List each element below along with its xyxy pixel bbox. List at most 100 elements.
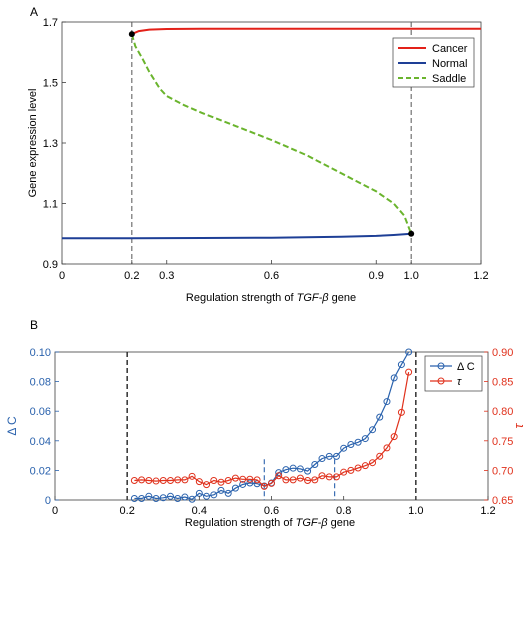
panel-a-y-axis-title: Gene expression level bbox=[27, 89, 39, 198]
series-line-tau bbox=[134, 371, 410, 488]
panel-a-chart: A 0 0.2 0.3 0.6 0.9 1.0 1.2 0.9 1.1 1.3 1.5 1.7 Re… bbox=[27, 5, 489, 304]
panel-b-left-y-axis-title: Δ C bbox=[5, 416, 19, 436]
data-point-delta-c bbox=[152, 495, 160, 503]
y-tick-label: 1.7 bbox=[43, 17, 58, 29]
data-point-tau bbox=[397, 408, 405, 416]
y-tick-label: 1.3 bbox=[43, 138, 58, 150]
x-tick-label: 0.4 bbox=[192, 505, 207, 517]
panel-a-x-ticks: 0 0.2 0.3 0.6 0.9 1.0 1.2 bbox=[59, 260, 489, 282]
data-point-tau bbox=[296, 474, 304, 482]
panel-b-right-y-axis-title: τ bbox=[511, 422, 526, 428]
x-tick-label: 0.8 bbox=[336, 505, 351, 517]
data-point-tau bbox=[210, 476, 218, 484]
data-point-tau bbox=[181, 476, 189, 484]
left-y-tick-label: 0 bbox=[45, 495, 51, 507]
data-point-tau bbox=[138, 476, 146, 484]
data-point-delta-c bbox=[159, 494, 167, 502]
panel-b-right-y-ticks: 0.65 0.70 0.75 0.80 0.85 0.90 bbox=[484, 347, 513, 507]
x-tick-label: 0.2 bbox=[120, 505, 135, 517]
data-point-tau bbox=[195, 478, 203, 486]
data-point-delta-c bbox=[138, 495, 146, 503]
data-point-tau bbox=[246, 475, 254, 483]
data-point-delta-c bbox=[383, 398, 391, 406]
panel-a-bifurcation-points bbox=[128, 31, 415, 237]
left-y-tick-label: 0.06 bbox=[30, 406, 51, 418]
x-tick-label: 0.9 bbox=[369, 270, 384, 282]
data-point-delta-c bbox=[304, 467, 312, 475]
data-point-delta-c bbox=[369, 426, 377, 434]
y-tick-label: 0.9 bbox=[43, 259, 58, 271]
data-point-tau bbox=[217, 478, 225, 486]
data-point-tau bbox=[318, 472, 326, 480]
data-point-delta-c bbox=[181, 493, 189, 501]
data-point-delta-c bbox=[318, 455, 326, 463]
right-y-tick-label: 0.65 bbox=[492, 495, 513, 507]
data-point-tau bbox=[304, 476, 312, 484]
data-point-delta-c bbox=[282, 466, 290, 474]
data-point-delta-c bbox=[246, 479, 254, 487]
series-line-saddle bbox=[130, 33, 413, 235]
data-point-delta-c bbox=[203, 492, 211, 500]
legend-label-delta-c: Δ C bbox=[457, 361, 475, 373]
panel-b-left-y-ticks: 0 0.02 0.04 0.06 0.08 0.10 bbox=[30, 347, 59, 507]
x-tick-label: 0.2 bbox=[124, 270, 139, 282]
right-y-tick-label: 0.70 bbox=[492, 465, 513, 477]
panel-a-legend: Cancer Normal Saddle bbox=[392, 37, 475, 88]
data-point-delta-c bbox=[361, 435, 369, 443]
x-tick-label: 1.0 bbox=[404, 270, 419, 282]
data-point-delta-c bbox=[217, 486, 225, 494]
x-tick-label: 0.3 bbox=[159, 270, 174, 282]
data-point-tau bbox=[159, 476, 167, 484]
panel-a-series bbox=[62, 27, 481, 240]
data-point-tau bbox=[325, 473, 333, 481]
data-point-delta-c bbox=[130, 495, 138, 503]
data-point-tau bbox=[174, 476, 182, 484]
legend-marker-tau bbox=[437, 377, 445, 385]
data-point-tau bbox=[231, 474, 239, 482]
legend-label-normal: Normal bbox=[432, 58, 467, 70]
panel-b-x-axis-title: Regulation strength of TGF-β gene bbox=[185, 517, 355, 529]
data-point-tau bbox=[145, 476, 153, 484]
data-point-delta-c bbox=[210, 491, 218, 499]
x-tick-label: 0 bbox=[59, 270, 65, 282]
right-y-tick-label: 0.80 bbox=[492, 406, 513, 418]
series-line-normal bbox=[62, 232, 412, 240]
panel-a-y-ticks: 0.9 1.1 1.3 1.5 1.7 bbox=[43, 17, 66, 271]
data-point-delta-c bbox=[332, 452, 340, 460]
data-point-tau bbox=[369, 459, 377, 467]
bifurcation-point-0 bbox=[128, 31, 135, 38]
data-point-tau bbox=[390, 433, 398, 441]
data-point-tau bbox=[260, 482, 268, 490]
data-point-delta-c bbox=[390, 374, 398, 382]
panel-b-series bbox=[130, 348, 413, 503]
data-point-delta-c bbox=[188, 495, 196, 503]
panel-b-chart: B 0 0.2 0.4 0.6 0.8 1.0 1.2 00.020.040.060.080… bbox=[5, 318, 526, 529]
data-point-tau bbox=[188, 472, 196, 480]
panel-b-x-ticks: 0 0.2 0.4 0.6 0.8 1.0 1.2 bbox=[52, 496, 496, 517]
data-point-tau bbox=[203, 481, 211, 489]
data-point-delta-c bbox=[145, 492, 153, 500]
data-point-tau bbox=[347, 466, 355, 474]
data-point-tau bbox=[282, 476, 290, 484]
panel-b-plot-area bbox=[54, 351, 489, 501]
x-tick-label: 0 bbox=[52, 505, 58, 517]
data-point-delta-c bbox=[253, 480, 261, 488]
data-point-tau bbox=[289, 476, 297, 484]
x-tick-label: 0.6 bbox=[264, 505, 279, 517]
data-point-delta-c bbox=[224, 489, 232, 497]
data-point-delta-c bbox=[231, 484, 239, 492]
legend-marker-delta-c bbox=[437, 362, 445, 370]
panel-a-x-axis-title: Regulation strength of TGF-β gene bbox=[186, 292, 356, 304]
data-point-delta-c bbox=[166, 492, 174, 500]
panel-a-label: A bbox=[30, 5, 38, 19]
data-point-delta-c bbox=[311, 460, 319, 468]
right-y-tick-label: 0.90 bbox=[492, 347, 513, 359]
right-y-tick-label: 0.85 bbox=[492, 377, 513, 389]
data-point-tau bbox=[332, 473, 340, 481]
right-y-tick-label: 0.75 bbox=[492, 436, 513, 448]
data-point-delta-c bbox=[325, 452, 333, 460]
data-point-tau bbox=[383, 444, 391, 452]
data-point-tau bbox=[376, 452, 384, 460]
x-tick-label: 1.2 bbox=[480, 505, 495, 517]
